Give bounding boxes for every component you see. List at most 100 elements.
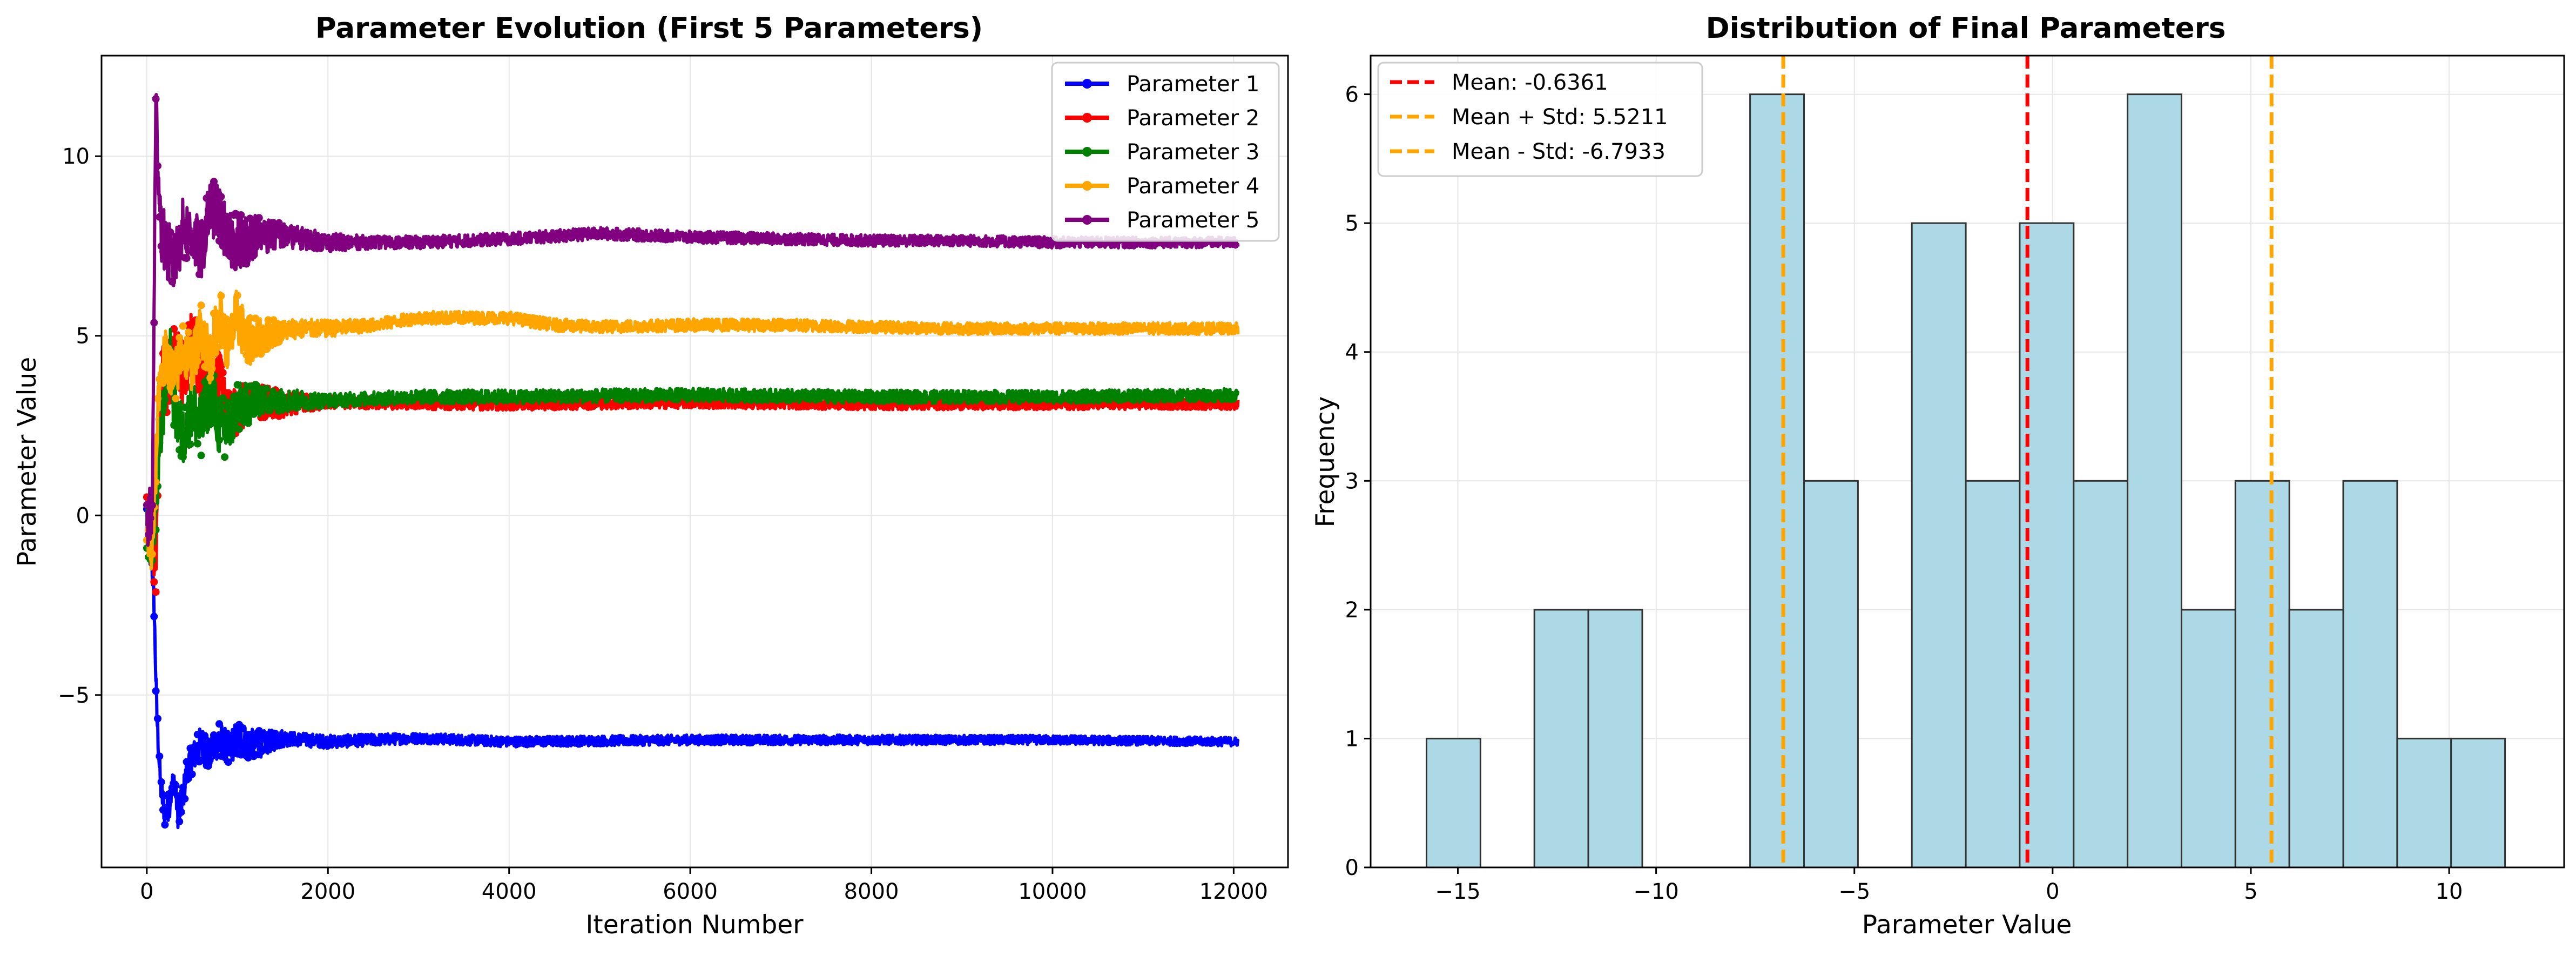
series-point-4: [230, 318, 238, 326]
series-point-4: [183, 358, 191, 366]
series-point-5: [279, 241, 287, 248]
series-point-5: [201, 231, 209, 239]
histogram-bar: [2019, 222, 2075, 869]
series-point-1: [181, 795, 189, 803]
series-point-3: [190, 423, 198, 432]
series-point-1: [183, 758, 191, 766]
series-point-2: [260, 413, 268, 421]
series-point-5: [143, 501, 151, 509]
series-point-5: [213, 223, 221, 231]
series-point-2: [275, 412, 283, 420]
series-point-4: [179, 322, 187, 330]
legend-marker-parameter-2: [1082, 113, 1092, 123]
series-point-5: [241, 252, 248, 260]
legend-label-parameter-5: Parameter 5: [1127, 208, 1259, 233]
histogram-bar: [1533, 609, 1589, 869]
series-point-1: [279, 738, 287, 746]
series-point-3: [221, 453, 229, 461]
series-point-5: [166, 228, 174, 236]
series-point-4: [255, 335, 263, 344]
series-point-1: [210, 731, 218, 739]
series-point-3: [241, 392, 248, 400]
series-point-5: [173, 261, 181, 270]
series-point-1: [208, 752, 216, 760]
series-point-1: [201, 732, 209, 740]
series-point-1: [161, 821, 169, 829]
series-point-3: [199, 418, 207, 426]
series-point-1: [255, 727, 263, 735]
series-point-4: [170, 350, 178, 358]
x-tick-label: 12000: [1199, 879, 1268, 904]
legend-item-mean: Mean: -0.6361: [1390, 70, 1608, 95]
series-point-5: [152, 95, 160, 103]
series-point-4: [228, 334, 236, 342]
series-point-5: [148, 501, 156, 509]
histogram-legend-frame: [1377, 62, 1703, 177]
series-point-3: [197, 452, 205, 460]
series-point-4: [264, 316, 272, 324]
series-point-4: [279, 320, 287, 328]
series-point-3: [176, 446, 184, 454]
series-point-5: [150, 319, 158, 327]
series-point-3: [219, 394, 227, 402]
y-tick-label: 3: [1345, 469, 1359, 494]
y-tick-label: 10: [62, 144, 90, 169]
series-point-5: [260, 235, 268, 243]
series-point-3: [224, 399, 232, 407]
series-point-4: [173, 365, 181, 373]
series-point-5: [273, 230, 281, 238]
series-point-4: [221, 321, 229, 329]
histogram-bar: [1803, 480, 1859, 869]
histogram-x-ticks: −15 −10 −5 0 5 10: [1435, 867, 2463, 904]
series-point-4: [262, 346, 271, 353]
series-point-4: [217, 292, 225, 300]
series-point-4: [203, 353, 211, 361]
legend-label-parameter-2: Parameter 2: [1127, 106, 1259, 131]
x-tick-label: −15: [1435, 879, 1480, 904]
series-point-5: [222, 239, 231, 247]
y-tick-label: −5: [58, 683, 90, 708]
series-point-5: [193, 220, 201, 228]
series-point-3: [252, 381, 260, 388]
series-point-2: [152, 588, 160, 596]
line-chart-y-ticks: −5 0 5 10: [58, 144, 102, 708]
series-point-4: [193, 357, 201, 365]
series-point-5: [183, 254, 191, 262]
series-point-2: [150, 578, 158, 586]
series-point-2: [179, 385, 187, 393]
series-point-1: [173, 792, 181, 800]
series-point-4: [222, 315, 231, 323]
y-tick-label: 4: [1345, 340, 1359, 365]
series-point-4: [242, 351, 251, 359]
series-point-3: [212, 400, 220, 408]
series-point-5: [146, 514, 154, 522]
series-point-1: [204, 762, 212, 770]
series-point-4: [208, 365, 216, 373]
series-line-4: [145, 290, 1240, 571]
series-point-3: [244, 419, 252, 427]
series-point-1: [222, 729, 231, 737]
legend-item-mean-minus-std: Mean - Std: -6.7933: [1390, 139, 1665, 164]
histogram-bar: [2234, 480, 2290, 869]
series-point-3: [186, 440, 194, 448]
series-point-4: [246, 314, 254, 322]
series-point-5: [179, 233, 187, 240]
series-point-3: [235, 425, 243, 433]
legend-item-parameter-5: Parameter 5: [1065, 208, 1259, 233]
x-tick-label: 5: [2244, 879, 2257, 904]
series-point-4: [154, 394, 161, 402]
series-point-5: [235, 259, 243, 267]
series-point-4: [181, 352, 189, 360]
series-point-1: [272, 730, 279, 738]
y-tick-label: 0: [1345, 856, 1359, 880]
series-point-4: [257, 350, 265, 358]
series-point-1: [177, 808, 185, 816]
histogram-y-axis-label: Frequency: [1311, 396, 1340, 528]
line-chart-series: [143, 93, 1240, 830]
series-point-1: [176, 818, 184, 826]
histogram-bar: [2288, 609, 2344, 869]
series-point-1: [241, 743, 248, 751]
series-point-4: [237, 338, 245, 346]
histogram-legend: Mean: -0.6361 Mean + Std: 5.5211 Mean - …: [1377, 62, 1703, 177]
series-point-5: [266, 231, 274, 239]
